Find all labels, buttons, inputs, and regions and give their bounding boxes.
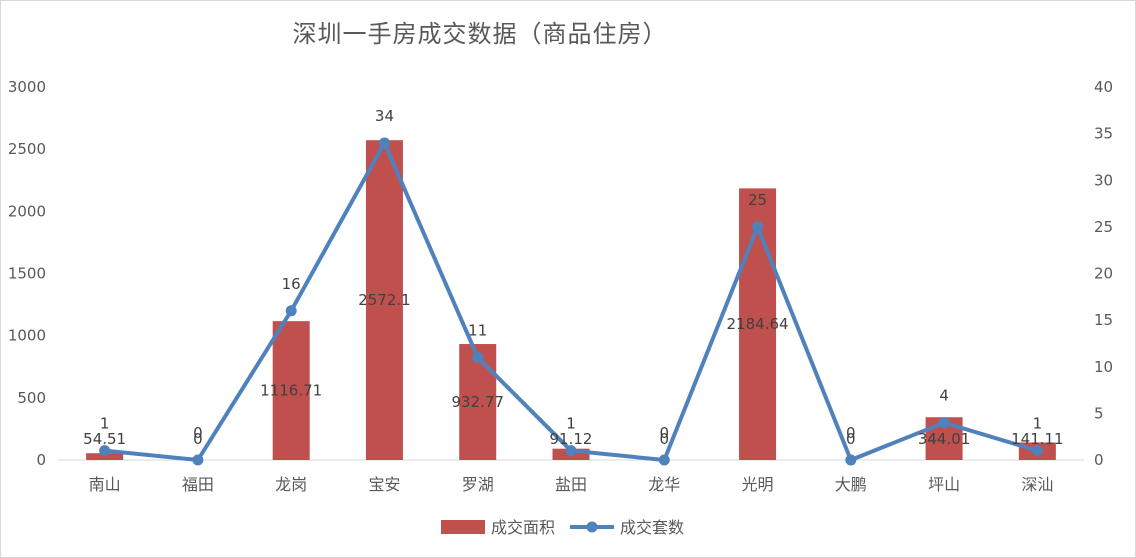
bar [272, 321, 310, 460]
bar [459, 344, 497, 460]
line-point [99, 445, 111, 457]
line-point [565, 445, 577, 457]
bar-data-label: 932.77 [451, 393, 504, 411]
line-data-label: 1 [1033, 415, 1043, 433]
x-category-label: 坪山 [928, 475, 960, 494]
y-left-tick-label: 0 [36, 451, 46, 469]
y-left-tick-label: 500 [17, 389, 46, 407]
line-data-label: 0 [846, 424, 856, 442]
y-right-tick-label: 40 [1094, 78, 1113, 96]
y-right-tick-label: 20 [1094, 265, 1113, 283]
x-category-label: 福田 [182, 475, 214, 494]
line-data-label: 34 [375, 107, 394, 125]
line-data-label: 0 [193, 424, 203, 442]
x-category-label: 南山 [89, 475, 121, 494]
line-data-label: 4 [939, 387, 949, 405]
x-category-label: 罗湖 [462, 475, 494, 494]
y-right-tick-label: 35 [1094, 125, 1113, 143]
legend-label-bar: 成交面积 [491, 518, 555, 537]
y-right-tick-label: 30 [1094, 171, 1113, 189]
y-right-tick-label: 10 [1094, 358, 1113, 376]
y-left-tick-label: 3000 [8, 78, 46, 96]
x-category-label: 光明 [742, 475, 774, 494]
y-left-tick-label: 2000 [8, 202, 46, 220]
y-right-tick-label: 25 [1094, 218, 1113, 236]
y-right-tick-label: 15 [1094, 311, 1113, 329]
bar [739, 188, 777, 461]
line-point [752, 221, 764, 233]
bar-data-label: 91.12 [550, 430, 593, 448]
y-right-tick-label: 0 [1094, 451, 1104, 469]
legend-marker-line [586, 521, 598, 533]
line-point [845, 454, 857, 466]
line-series-path [104, 140, 1038, 462]
bar [365, 140, 403, 460]
line-point [658, 454, 670, 466]
line-data-label: 25 [748, 191, 767, 209]
line-data-label: 0 [659, 424, 669, 442]
y-left-tick-label: 1000 [8, 327, 46, 345]
bar-data-label: 344.01 [918, 430, 971, 448]
bar-data-label: 0 [193, 430, 203, 448]
y-left-tick-label: 2500 [8, 140, 46, 158]
x-category-label: 宝安 [368, 475, 400, 494]
x-category-label: 盐田 [555, 475, 587, 494]
bar-data-label: 0 [846, 430, 856, 448]
bar-data-label: 54.51 [83, 430, 126, 448]
line-point [192, 454, 204, 466]
x-category-label: 龙岗 [275, 475, 307, 494]
chart-title: 深圳一手房成交数据（商品住房） [292, 20, 668, 48]
line-point [285, 305, 297, 317]
line-data-label: 11 [468, 321, 487, 339]
line-point [472, 351, 484, 363]
x-category-label: 深汕 [1021, 475, 1053, 494]
bar [86, 453, 124, 460]
line-data-label: 16 [282, 275, 301, 293]
line-point [1031, 445, 1043, 457]
bar-data-label: 141.11 [1011, 430, 1064, 448]
bar-data-label: 2572.1 [358, 291, 411, 309]
line-point [938, 417, 950, 429]
bar-data-label: 1116.71 [260, 382, 322, 400]
y-left-tick-label: 1500 [8, 265, 46, 283]
line-data-label: 1 [100, 415, 110, 433]
line-data-label: 1 [566, 415, 576, 433]
y-right-tick-label: 5 [1094, 404, 1104, 422]
x-category-label: 龙华 [648, 475, 680, 494]
x-category-label: 大鹏 [835, 475, 867, 494]
legend-label-line: 成交套数 [620, 518, 684, 537]
line-point [378, 137, 390, 149]
bar-data-label: 2184.64 [727, 315, 789, 333]
bar-data-label: 0 [659, 430, 669, 448]
legend-swatch-bar [441, 520, 485, 534]
